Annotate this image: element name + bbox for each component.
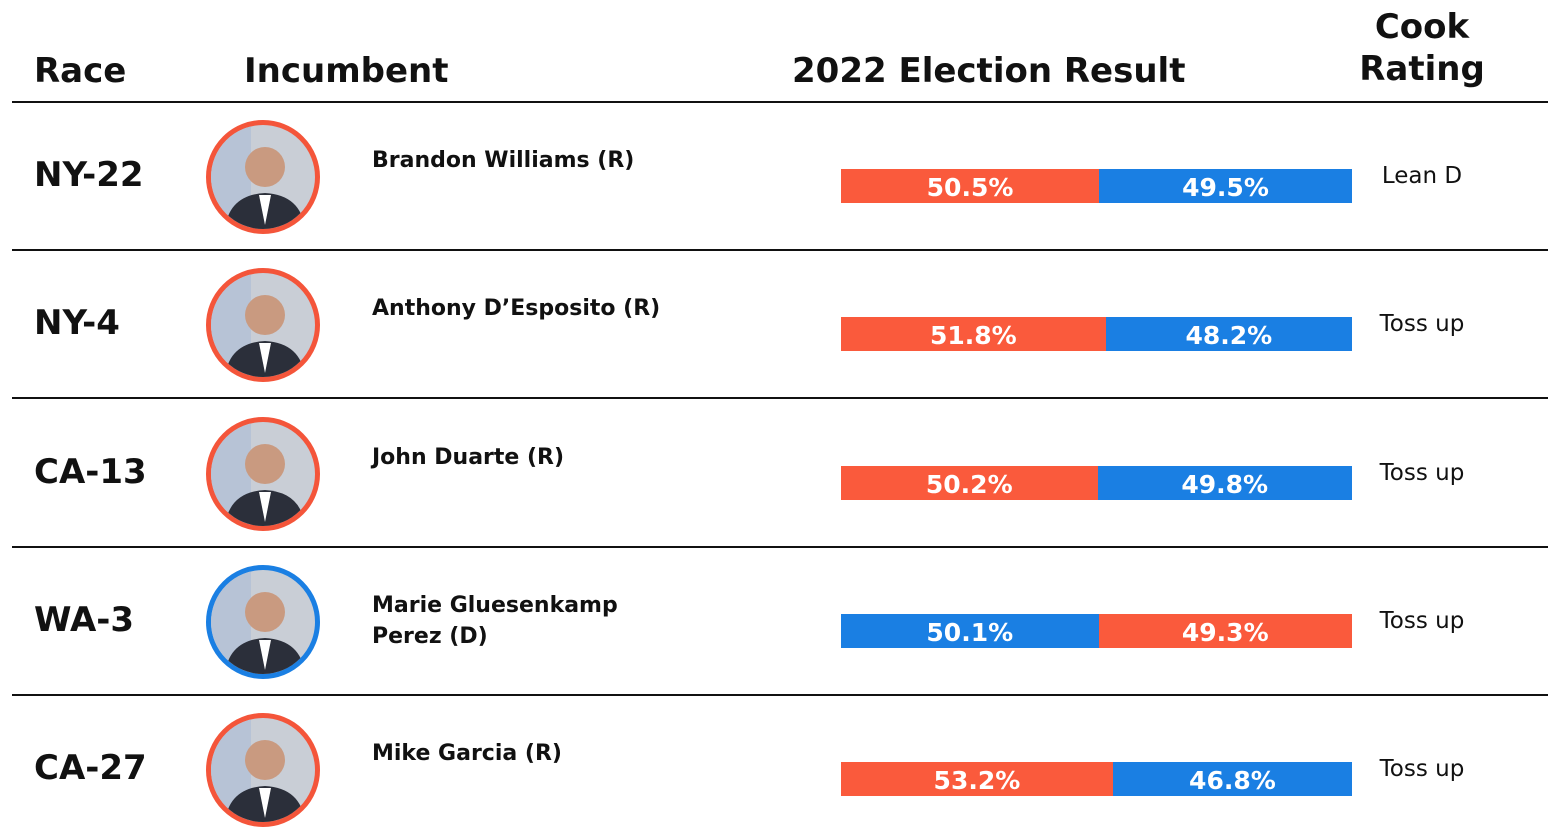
incumbent-name: Mike Garcia (R) <box>372 741 562 767</box>
result-bar <box>841 465 1098 500</box>
result-bar <box>1105 317 1352 352</box>
incumbent-photo <box>206 713 320 828</box>
incumbent-name: Marie Gluesenkamp Perez (D) <box>372 592 618 649</box>
cook-rating: Toss up <box>1379 607 1465 634</box>
race: CA-13 <box>34 451 147 492</box>
row-rule <box>12 397 1548 400</box>
cook-rating: Toss up <box>1379 459 1465 486</box>
result-label: 48.2% <box>1185 321 1273 351</box>
race: NY-22 <box>34 155 144 195</box>
incumbent-name: Anthony D’Esposito (R) <box>372 296 661 322</box>
cook-rating: Toss up <box>1379 756 1465 783</box>
incumbent-name: John Duarte (R) <box>372 444 565 470</box>
result-label: 51.8% <box>929 321 1017 351</box>
result-label: 50.2% <box>925 469 1013 499</box>
cook-rating: Toss up <box>1379 311 1465 338</box>
result-bar <box>841 613 1099 648</box>
incumbent-name: Brandon Williams (R) <box>372 148 635 173</box>
incumbent-photo <box>206 416 320 531</box>
incumbent-photo <box>206 268 320 383</box>
silhouette <box>211 421 305 526</box>
result-bar <box>1097 465 1352 500</box>
race: WA-3 <box>34 599 135 640</box>
result-bar <box>841 762 1113 797</box>
race: NY-4 <box>34 303 120 344</box>
header-rule <box>12 101 1548 103</box>
result-label: 53.2% <box>933 766 1021 796</box>
silhouette <box>211 273 305 378</box>
result-label: 50.1% <box>926 617 1014 647</box>
silhouette <box>211 125 305 229</box>
result-bar <box>1112 762 1352 797</box>
incumbent-photo <box>206 120 320 234</box>
race: CA-27 <box>34 748 147 789</box>
cook-rating: Lean D <box>1381 163 1463 189</box>
row-rule <box>12 545 1548 548</box>
result-bar <box>1098 613 1352 648</box>
result-label: 49.3% <box>1181 617 1269 647</box>
result-label: 50.5% <box>926 173 1014 202</box>
silhouette <box>211 569 305 674</box>
header-incumbent: Incumbent <box>244 51 449 91</box>
header-rating: Cook Rating <box>1359 7 1485 89</box>
result-bar <box>841 169 1100 203</box>
result-label: 49.8% <box>1181 469 1269 499</box>
result-label: 49.5% <box>1182 173 1269 202</box>
header-result: 2022 Election Result <box>792 51 1186 91</box>
incumbent-photo <box>206 564 320 679</box>
silhouette <box>211 718 305 823</box>
row-rule <box>12 249 1548 251</box>
result-bar <box>1099 169 1352 203</box>
result-bar <box>841 317 1106 352</box>
row-rule <box>12 693 1548 696</box>
result-label: 46.8% <box>1189 766 1276 796</box>
header-race: Race <box>34 51 127 91</box>
